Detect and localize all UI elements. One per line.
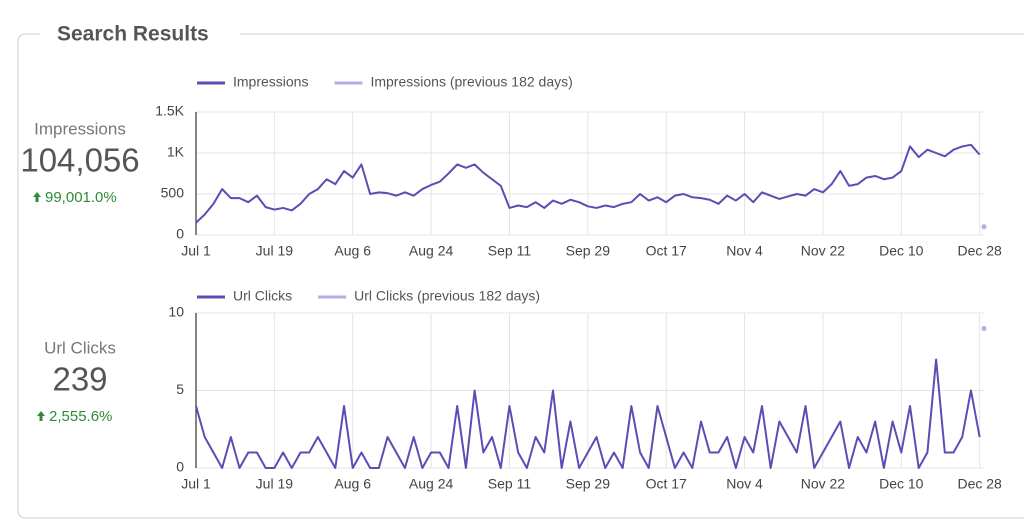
data-line — [195, 358, 981, 469]
data-point — [981, 224, 987, 230]
y-tick-label: 500 — [161, 185, 185, 201]
scorecard-label: Impressions — [34, 119, 126, 138]
x-tick-label: Aug 6 — [334, 476, 371, 492]
x-tick-label: Sep 11 — [488, 476, 532, 492]
x-tick-label: Nov 22 — [801, 243, 846, 259]
scorecard-change: 99,001.0% — [45, 189, 117, 206]
x-tick-label: Aug 24 — [409, 476, 454, 492]
x-tick-label: Oct 17 — [646, 243, 687, 259]
x-tick-label: Jul 19 — [256, 476, 294, 492]
card-border — [17, 33, 1024, 519]
scorecard-label: Url Clicks — [44, 338, 116, 357]
x-tick-label: Nov 4 — [726, 243, 763, 259]
scorecard-value: 104,056 — [20, 142, 139, 179]
y-tick-label: 0 — [176, 226, 184, 242]
x-tick-label: Dec 28 — [957, 243, 1002, 259]
up-arrow — [33, 192, 41, 202]
x-tick-label: Sep 29 — [566, 243, 611, 259]
x-tick-label: Dec 10 — [879, 243, 924, 259]
scorecard-value: 239 — [52, 361, 107, 398]
scorecard-change: 2,555.6% — [49, 408, 112, 425]
legend-label: Url Clicks (previous 182 days) — [354, 288, 540, 304]
y-tick-label: 1K — [167, 144, 185, 160]
x-tick-label: Dec 10 — [879, 476, 924, 492]
x-tick-label: Nov 22 — [801, 476, 846, 492]
legend-label: Impressions (previous 182 days) — [370, 74, 572, 90]
up-arrow — [37, 411, 45, 421]
x-tick-label: Nov 4 — [726, 476, 763, 492]
x-tick-label: Aug 6 — [334, 243, 371, 259]
y-tick-label: 10 — [168, 304, 184, 320]
x-tick-label: Sep 11 — [488, 243, 532, 259]
x-tick-label: Sep 29 — [566, 476, 611, 492]
card-title: Search Results — [57, 23, 209, 46]
x-tick-label: Jul 19 — [256, 243, 294, 259]
legend-label: Url Clicks — [233, 288, 292, 304]
data-point — [981, 326, 987, 331]
x-tick-label: Dec 28 — [957, 476, 1002, 492]
data-line — [195, 143, 981, 224]
legend-label: Impressions — [233, 74, 308, 90]
x-tick-label: Jul 1 — [181, 476, 211, 492]
x-tick-label: Oct 17 — [646, 476, 687, 492]
y-tick-label: 0 — [176, 459, 184, 475]
y-tick-label: 5 — [176, 381, 184, 397]
x-tick-label: Jul 1 — [181, 243, 211, 259]
x-tick-label: Aug 24 — [409, 243, 454, 259]
y-tick-label: 1.5K — [155, 103, 184, 119]
